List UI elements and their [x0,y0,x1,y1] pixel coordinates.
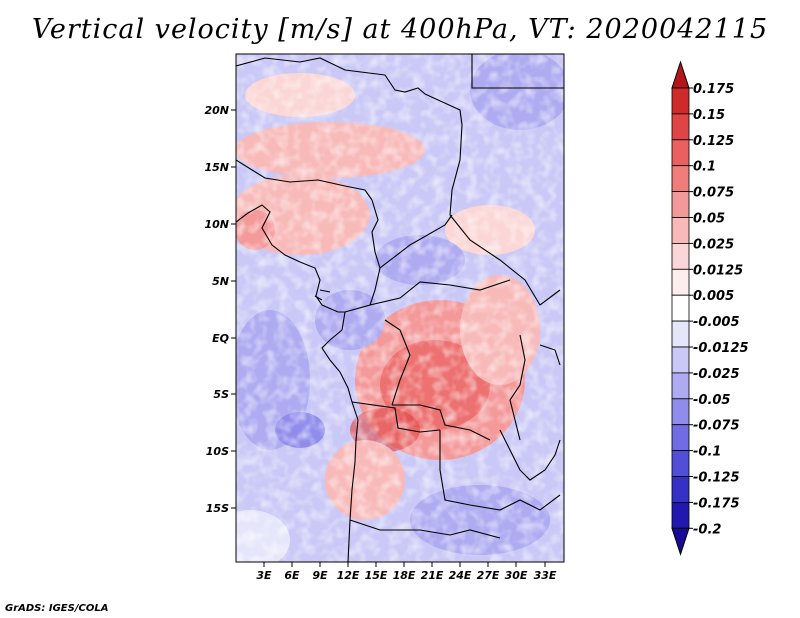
lon-label: 30E [505,569,528,582]
colorbar-label: 0.125 [693,134,734,149]
colorbar-label: -0.0125 [693,341,749,356]
lon-labels: 3E 6E 9E 12E 15E 18E 21E 24E 27E 30E 33E [256,569,556,582]
lon-label: 3E [256,569,272,582]
lat-label: 15S [206,502,229,515]
colorbar-label: 0.0125 [693,263,743,278]
colorbar-label: 0.15 [693,108,725,123]
lon-label: 27E [477,569,500,582]
colorbar-label: -0.05 [693,393,730,408]
colorbar: 0.175 0.15 0.125 0.1 0.075 0.05 0.025 0.0125 0.0… [671,60,749,556]
colorbar-swatch [671,320,690,348]
colorbar-label: -0.075 [693,419,740,434]
colorbar-label: 0.1 [693,160,716,175]
colorbar-swatch [671,372,690,400]
lat-label: 5S [213,388,229,401]
grads-credit: GrADS: IGES/COLA [5,603,109,614]
colorbar-label: 0.05 [693,212,725,227]
lat-label: EQ [212,332,229,345]
colorbar-swatch [671,242,690,270]
colorbar-label: -0.175 [693,496,740,511]
colorbar-swatch [671,165,690,192]
lon-label: 33E [534,569,557,582]
lon-ticks [263,562,546,567]
colorbar-swatch [671,398,690,426]
colorbar-swatch [671,476,690,503]
colorbar-swatch [671,139,690,167]
colorbar-label: 0.175 [693,82,734,97]
lat-label: 10N [204,218,229,231]
colorbar-label: -0.2 [693,522,721,537]
colorbar-top-triangle [671,60,690,89]
lat-label: 15N [204,161,229,174]
colorbar-label: -0.1 [693,445,721,460]
colorbar-label: -0.025 [693,367,740,382]
lat-label: 5N [212,275,229,288]
colorbar-swatch [671,217,690,244]
colorbar-label: 0.075 [693,186,734,201]
lon-label: 21E [421,569,444,582]
lon-label: 15E [365,569,388,582]
lat-label: 10S [206,445,229,458]
colorbar-swatch [671,268,690,296]
lat-labels: 20N 15N 10N 5N EQ 5S 10S 15S [204,104,229,515]
lat-ticks [231,109,236,509]
colorbar-swatch [671,113,690,141]
colorbar-label: -0.125 [693,471,740,486]
colorbar-label: 0.025 [693,237,734,252]
colorbar-swatch [671,294,690,322]
lat-label: 20N [204,104,229,117]
colorbar-swatch [671,191,690,218]
chart-title: Vertical velocity [m/s] at 400hPa, VT: 2… [31,14,769,45]
map-frame [235,53,565,563]
country-borders [236,54,564,562]
lon-label: 24E [449,569,472,582]
colorbar-swatch [671,424,690,452]
colorbar-swatch [671,501,690,529]
velocity-field [236,54,564,562]
colorbar-swatch [671,450,690,477]
colorbar-bottom-triangle [671,527,690,556]
lon-label: 9E [312,569,328,582]
colorbar-label: -0.005 [693,315,740,330]
lon-label: 18E [393,569,416,582]
lon-label: 6E [284,569,300,582]
colorbar-swatch [671,87,690,115]
lon-label: 12E [337,569,360,582]
colorbar-label: 0.005 [693,289,734,304]
colorbar-swatch [671,346,690,374]
